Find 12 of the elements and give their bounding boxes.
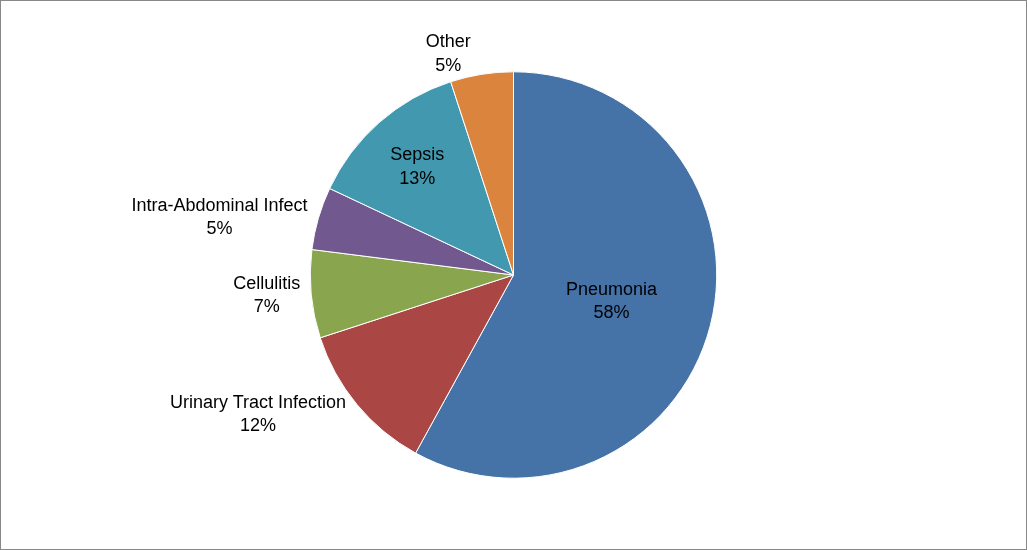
data-label: 5% [435,54,462,75]
slice-label: Intra-Abdominal Infect [131,194,308,215]
data-label: 58% [593,301,630,322]
slice-label: Sepsis [390,144,445,165]
slice-label: Other [425,31,471,52]
data-label: 7% [253,296,280,317]
slice-label: Pneumonia [565,278,658,299]
slice-label: Cellulitis [233,272,301,293]
data-label: 12% [240,415,277,436]
data-label: 5% [206,218,233,239]
slice-label: Urinary Tract Infection [170,391,347,412]
data-label: 13% [399,167,436,188]
